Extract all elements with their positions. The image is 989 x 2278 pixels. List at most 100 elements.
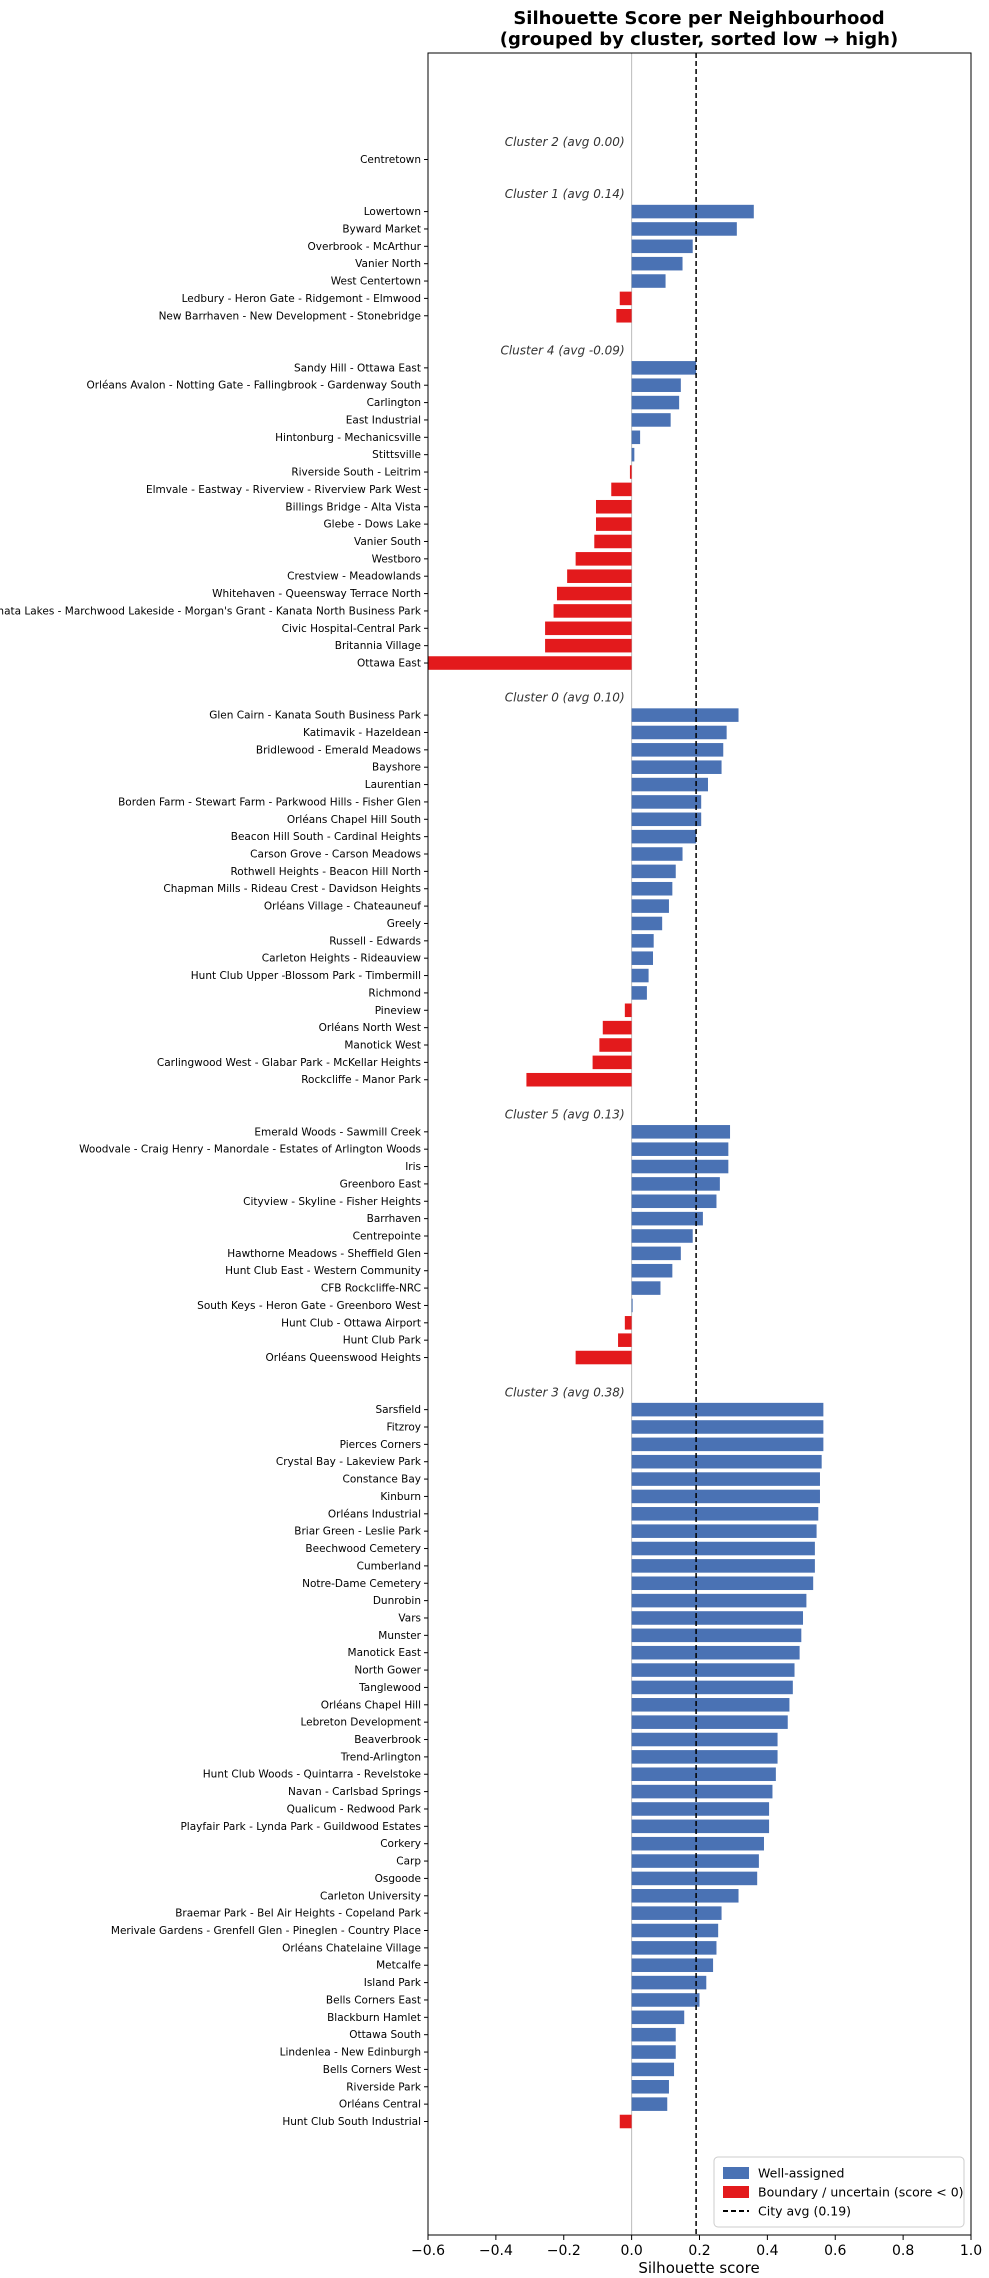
bar — [631, 2027, 676, 2042]
bar — [526, 1072, 632, 1087]
bar — [624, 1003, 632, 1018]
x-tick-label: 0.2 — [688, 2243, 710, 2259]
bar — [631, 795, 702, 809]
legend-label: Boundary / uncertain (score < 0) — [758, 2185, 964, 2200]
x-tick-label: −0.4 — [479, 2243, 513, 2259]
bar — [631, 2080, 669, 2094]
bar — [631, 1576, 814, 1591]
legend-box — [713, 2156, 965, 2228]
y-tick-label: Tanglewood — [358, 1682, 421, 1694]
y-tick-label: Orléans Chapel Hill — [321, 1699, 421, 1711]
y-tick-label: Orléans Queenswood Heights — [266, 1352, 421, 1364]
bar — [631, 1784, 773, 1799]
y-tick-label: Metcalfe — [376, 1960, 421, 1972]
bar — [595, 499, 632, 514]
y-tick-label: Hunt Club Woods - Quintarra - Revelstoke — [203, 1769, 421, 1781]
bar — [631, 881, 673, 896]
bar — [631, 1871, 758, 1886]
y-tick-label: Orléans Avalon - Notting Gate - Fallingb… — [86, 380, 421, 392]
bar — [631, 1541, 815, 1556]
y-tick-label: Manotick East — [348, 1647, 421, 1659]
bar — [631, 447, 635, 462]
y-tick-label: Overbrook - McArthur — [308, 241, 422, 253]
y-tick-label: North Gower — [354, 1665, 421, 1677]
y-tick-label: Borden Farm - Stewart Farm - Parkwood Hi… — [118, 796, 421, 808]
plot-area: Cluster 2 (avg 0.00) Centretown Cluster 1 … — [0, 53, 824, 2235]
y-tick-label: Carleton Heights - Rideauview — [262, 953, 422, 965]
bar — [631, 829, 697, 844]
bar — [619, 291, 632, 306]
bar — [631, 1454, 822, 1469]
cluster-label: Cluster 3 (avg 0.38) — [505, 1385, 625, 1399]
bar — [631, 899, 669, 913]
y-tick-label: Lebreton Development — [300, 1717, 421, 1729]
x-tick-label: 0.8 — [892, 2243, 914, 2259]
y-tick-label: Katimavik - Hazeldean — [303, 727, 421, 739]
bar — [631, 1854, 759, 1868]
y-tick-label: Beacon Hill South - Cardinal Heights — [231, 831, 421, 843]
bar — [631, 1732, 778, 1747]
bar — [631, 708, 739, 722]
bar — [631, 1993, 700, 2007]
bar — [631, 2010, 685, 2025]
y-tick-label: Corkery — [380, 1838, 421, 1850]
bar — [611, 482, 632, 497]
bar — [631, 2045, 676, 2059]
bar — [631, 777, 708, 792]
bar — [631, 812, 702, 827]
bar — [631, 274, 666, 288]
bar — [631, 1524, 817, 1538]
y-tick-label: Braemar Park - Bel Air Heights - Copelan… — [175, 1908, 422, 1920]
cluster-label: Cluster 5 (avg 0.13) — [505, 1107, 625, 1121]
bar — [631, 1507, 819, 1521]
y-tick-label: Qualicum - Redwood Park — [287, 1803, 422, 1815]
y-tick-label: Greenboro East — [340, 1178, 421, 1190]
y-tick-label: Bells Corners West — [323, 2064, 421, 2076]
y-tick-label: Island Park — [364, 1977, 422, 1989]
y-tick-label: Ledbury - Heron Gate - Ridgemont - Elmwo… — [182, 293, 421, 305]
y-tick-label: Ottawa South — [349, 2029, 421, 2041]
y-tick-label: Playfair Park - Lynda Park - Guildwood E… — [180, 1821, 421, 1833]
bar — [631, 968, 649, 983]
x-axis-label: Silhouette score — [638, 2259, 759, 2277]
bar — [631, 1767, 776, 1782]
bar — [631, 1125, 731, 1139]
y-tick-label: Constance Bay — [342, 1474, 421, 1486]
y-tick-label: Chapman Mills - Rideau Crest - Davidson … — [163, 883, 421, 895]
y-tick-label: Notre-Dame Cemetery — [302, 1578, 421, 1590]
bar — [631, 430, 641, 445]
cluster-label: Cluster 1 (avg 0.14) — [505, 187, 625, 201]
y-tick-label: Billings Bridge - Alta Vista — [285, 501, 421, 513]
y-tick-label: Beaverbrook — [354, 1734, 422, 1746]
bar — [595, 517, 632, 531]
y-tick-label: Bayshore — [372, 762, 421, 774]
bar — [631, 1246, 681, 1261]
bar — [631, 1680, 793, 1695]
y-tick-label: Hawthorne Meadows - Sheffield Glen — [227, 1248, 421, 1260]
bar — [545, 621, 632, 636]
bar — [631, 1593, 807, 1608]
bar — [631, 1142, 729, 1156]
y-tick-label: Lindenlea - New Edinburgh — [280, 2047, 421, 2059]
bar — [631, 378, 681, 392]
y-tick-label: Richmond — [368, 987, 421, 999]
y-tick-label: Barrhaven — [367, 1213, 421, 1225]
y-tick-label: Civic Hospital-Central Park — [282, 623, 422, 635]
cluster-label: Cluster 4 (avg -0.09) — [500, 343, 624, 357]
bar — [631, 2062, 675, 2077]
y-tick-label: Manotick West — [344, 1040, 421, 1052]
y-tick-label: Vars — [398, 1612, 421, 1624]
x-tick-label: −0.6 — [411, 2243, 445, 2259]
y-tick-label: Britannia Village — [335, 640, 421, 652]
y-tick-label: Centrepointe — [353, 1230, 421, 1242]
y-tick-label: Rockcliffe - Manor Park — [301, 1074, 422, 1086]
bar — [631, 395, 680, 410]
cluster-label: Cluster 2 (avg 0.00) — [505, 135, 625, 149]
y-tick-label: Westboro — [372, 553, 421, 565]
y-tick-label: Vanier North — [355, 258, 421, 270]
bar — [631, 916, 663, 931]
y-tick-label: Stittsville — [372, 449, 421, 461]
bar — [631, 760, 722, 774]
bar — [428, 656, 632, 670]
cluster-label: Cluster 0 (avg 0.10) — [505, 691, 625, 705]
